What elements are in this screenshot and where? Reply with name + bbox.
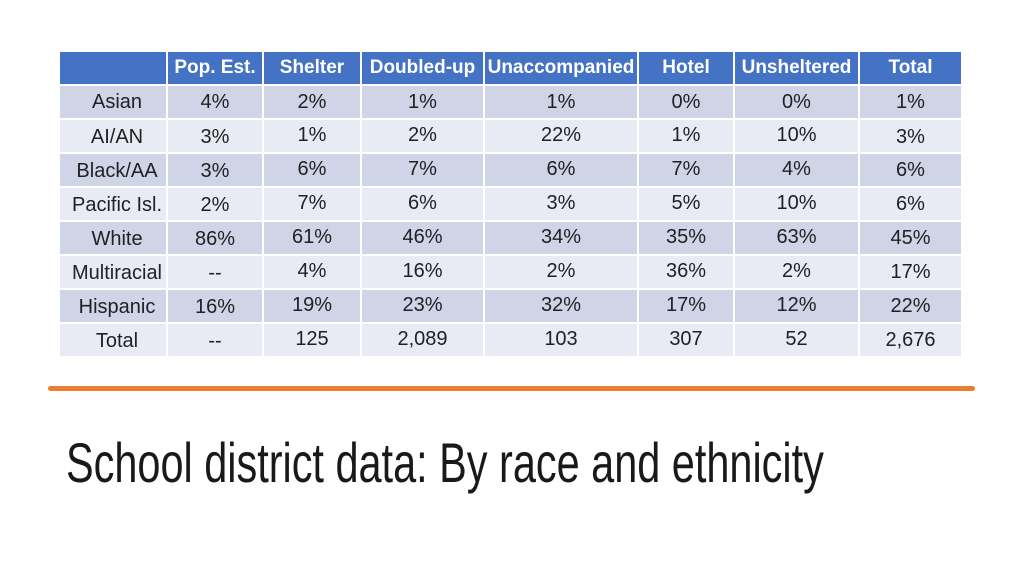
data-cell: 12% <box>735 290 860 324</box>
accent-divider-line <box>48 386 975 391</box>
table-row-ai-an: AI/AN 3% 1% 2% 22% 1% 10% 3% <box>60 120 963 154</box>
data-cell: 61% <box>264 222 362 256</box>
data-cell: 2% <box>485 256 639 290</box>
data-cell: 2% <box>735 256 860 290</box>
header-cell-total: Total <box>860 52 963 86</box>
data-cell: 3% <box>168 154 264 188</box>
race-ethnicity-table: Pop. Est. Shelter Doubled-up Unaccompanied H… <box>60 52 963 358</box>
data-cell: 52 <box>735 324 860 358</box>
data-cell: 3% <box>485 188 639 222</box>
data-cell: 0% <box>735 86 860 120</box>
data-cell: 4% <box>264 256 362 290</box>
table-row-multiracial: Multiracial -- 4% 16% 2% 36% 2% 17% <box>60 256 963 290</box>
data-cell: 19% <box>264 290 362 324</box>
data-cell: 5% <box>639 188 735 222</box>
data-cell: 36% <box>639 256 735 290</box>
data-cell: 10% <box>735 188 860 222</box>
data-cell: 17% <box>860 256 963 290</box>
data-cell: 1% <box>485 86 639 120</box>
data-cell: 34% <box>485 222 639 256</box>
data-cell: 86% <box>168 222 264 256</box>
table-row-hispanic: Hispanic 16% 19% 23% 32% 17% 12% 22% <box>60 290 963 324</box>
data-cell: 7% <box>264 188 362 222</box>
data-cell: 6% <box>860 188 963 222</box>
row-label: Pacific Isl. <box>60 188 168 222</box>
data-cell: 2,676 <box>860 324 963 358</box>
table-header-row: Pop. Est. Shelter Doubled-up Unaccompanied H… <box>60 52 963 86</box>
data-cell: 4% <box>735 154 860 188</box>
header-cell-doubled-up: Doubled-up <box>362 52 485 86</box>
row-label: Hispanic <box>60 290 168 324</box>
data-cell: 307 <box>639 324 735 358</box>
data-cell: 32% <box>485 290 639 324</box>
data-cell: 23% <box>362 290 485 324</box>
header-cell-unsheltered: Unsheltered <box>735 52 860 86</box>
header-cell-shelter: Shelter <box>264 52 362 86</box>
data-cell: 6% <box>264 154 362 188</box>
data-cell: 3% <box>168 120 264 154</box>
data-cell: 2,089 <box>362 324 485 358</box>
table-row-pacific-isl-: Pacific Isl. 2% 7% 6% 3% 5% 10% 6% <box>60 188 963 222</box>
data-cell: 63% <box>735 222 860 256</box>
table-body: Asian 4% 2% 1% 1% 0% 0% 1% AI/AN 3% 1% 2% 22% 1% 10% 3%… <box>60 86 963 358</box>
data-cell: 2% <box>362 120 485 154</box>
data-cell: 6% <box>485 154 639 188</box>
data-cell: -- <box>168 256 264 290</box>
data-cell: 46% <box>362 222 485 256</box>
data-cell: 2% <box>264 86 362 120</box>
data-cell: 16% <box>362 256 485 290</box>
header-cell-pop-est-: Pop. Est. <box>168 52 264 86</box>
row-label: Multiracial <box>60 256 168 290</box>
header-cell-hotel: Hotel <box>639 52 735 86</box>
data-cell: 103 <box>485 324 639 358</box>
data-cell: 10% <box>735 120 860 154</box>
data-cell: 7% <box>639 154 735 188</box>
data-cell: 1% <box>362 86 485 120</box>
data-cell: 3% <box>860 120 963 154</box>
table-row-black-aa: Black/AA 3% 6% 7% 6% 7% 4% 6% <box>60 154 963 188</box>
row-label: White <box>60 222 168 256</box>
data-cell: 22% <box>485 120 639 154</box>
data-cell: 1% <box>639 120 735 154</box>
data-cell: 17% <box>639 290 735 324</box>
data-cell: 16% <box>168 290 264 324</box>
row-label: Asian <box>60 86 168 120</box>
data-cell: 1% <box>264 120 362 154</box>
data-cell: 125 <box>264 324 362 358</box>
data-cell: 1% <box>860 86 963 120</box>
data-cell: 6% <box>860 154 963 188</box>
slide-title: School district data: By race and ethnic… <box>66 431 824 494</box>
data-cell: 7% <box>362 154 485 188</box>
table-row-total: Total -- 125 2,089 103 307 52 2,676 <box>60 324 963 358</box>
header-cell-blank <box>60 52 168 86</box>
data-cell: 22% <box>860 290 963 324</box>
row-label: Total <box>60 324 168 358</box>
data-cell: -- <box>168 324 264 358</box>
header-cell-unaccompanied: Unaccompanied <box>485 52 639 86</box>
data-cell: 6% <box>362 188 485 222</box>
row-label: Black/AA <box>60 154 168 188</box>
data-cell: 4% <box>168 86 264 120</box>
table-row-asian: Asian 4% 2% 1% 1% 0% 0% 1% <box>60 86 963 120</box>
table-row-white: White 86% 61% 46% 34% 35% 63% 45% <box>60 222 963 256</box>
row-label: AI/AN <box>60 120 168 154</box>
data-cell: 35% <box>639 222 735 256</box>
data-cell: 0% <box>639 86 735 120</box>
data-cell: 2% <box>168 188 264 222</box>
data-cell: 45% <box>860 222 963 256</box>
